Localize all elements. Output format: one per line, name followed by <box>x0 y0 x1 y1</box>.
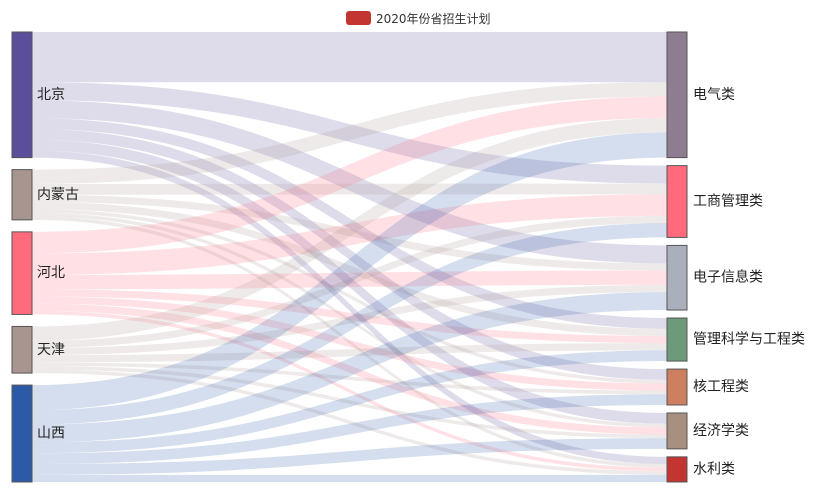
sankey-link[interactable] <box>32 474 667 482</box>
sankey-link[interactable] <box>32 150 667 465</box>
sankey-link[interactable] <box>32 216 667 468</box>
sankey-node-label: 核工程类 <box>693 379 749 395</box>
sankey-link[interactable] <box>32 438 667 475</box>
sankey-links <box>32 32 667 482</box>
sankey-node-label: 经济学类 <box>693 423 749 439</box>
sankey-node[interactable] <box>666 456 688 483</box>
sankey-node-label: 山西 <box>37 426 65 442</box>
sankey-node-label: 天津 <box>37 342 65 358</box>
sankey-link[interactable] <box>32 292 667 443</box>
sankey-link[interactable] <box>32 201 667 336</box>
sankey-link[interactable] <box>32 215 667 348</box>
sankey-node[interactable] <box>666 165 688 238</box>
sankey-link[interactable] <box>32 132 667 411</box>
sankey-link[interactable] <box>32 32 667 83</box>
sankey-node[interactable] <box>666 31 688 159</box>
sankey-link[interactable] <box>32 289 667 344</box>
sankey-link[interactable] <box>32 82 667 184</box>
sankey-node[interactable] <box>11 325 33 374</box>
sankey-link[interactable] <box>32 194 667 275</box>
sankey-link[interactable] <box>32 362 667 395</box>
sankey-node[interactable] <box>11 169 33 221</box>
sankey-node-label: 河北 <box>37 265 65 281</box>
sankey-link[interactable] <box>32 369 667 475</box>
sankey-link[interactable] <box>32 212 667 428</box>
chart-legend[interactable]: 2020年份省招生计划 <box>346 10 491 26</box>
sankey-link[interactable] <box>32 118 667 329</box>
sankey-link[interactable] <box>32 209 667 384</box>
sankey-link[interactable] <box>32 284 667 356</box>
legend-label: 2020年份省招生计划 <box>376 11 491 26</box>
sankey-link[interactable] <box>32 394 667 465</box>
sankey-node-label: 工商管理类 <box>693 194 763 210</box>
sankey-link[interactable] <box>32 183 667 195</box>
legend-swatch <box>346 11 371 25</box>
sankey-node-label: 水利类 <box>693 461 735 477</box>
sankey-node[interactable] <box>11 231 33 315</box>
sankey-node-label: 管理科学与工程类 <box>693 332 805 348</box>
sankey-node[interactable] <box>11 31 33 159</box>
sankey-link[interactable] <box>32 100 667 264</box>
sankey-link[interactable] <box>32 365 667 439</box>
sankey-node-label: 电子信息类 <box>693 269 763 286</box>
sankey-link[interactable] <box>32 194 667 271</box>
sankey-node[interactable] <box>666 412 688 450</box>
sankey-link[interactable] <box>32 350 667 454</box>
sankey-link[interactable] <box>32 118 667 341</box>
sankey-node-label: 内蒙古 <box>37 187 79 203</box>
sankey-link[interactable] <box>32 270 667 290</box>
sankey-link[interactable] <box>32 128 667 380</box>
sankey-node[interactable] <box>11 384 33 483</box>
sankey-link[interactable] <box>32 96 667 254</box>
sankey-node-label: 北京 <box>37 87 65 103</box>
sankey-link[interactable] <box>32 223 667 425</box>
sankey-node[interactable] <box>666 368 688 406</box>
sankey-link[interactable] <box>32 82 667 184</box>
sankey-link[interactable] <box>32 303 667 435</box>
sankey-link[interactable] <box>32 310 667 472</box>
sankey-link[interactable] <box>32 139 667 424</box>
sankey-nodes <box>11 31 688 483</box>
sankey-node-label: 电气类 <box>693 87 735 103</box>
sankey-node[interactable] <box>666 244 688 311</box>
sankey-link[interactable] <box>32 343 667 363</box>
sankey-node[interactable] <box>666 317 688 362</box>
sankey-link[interactable] <box>32 296 667 391</box>
